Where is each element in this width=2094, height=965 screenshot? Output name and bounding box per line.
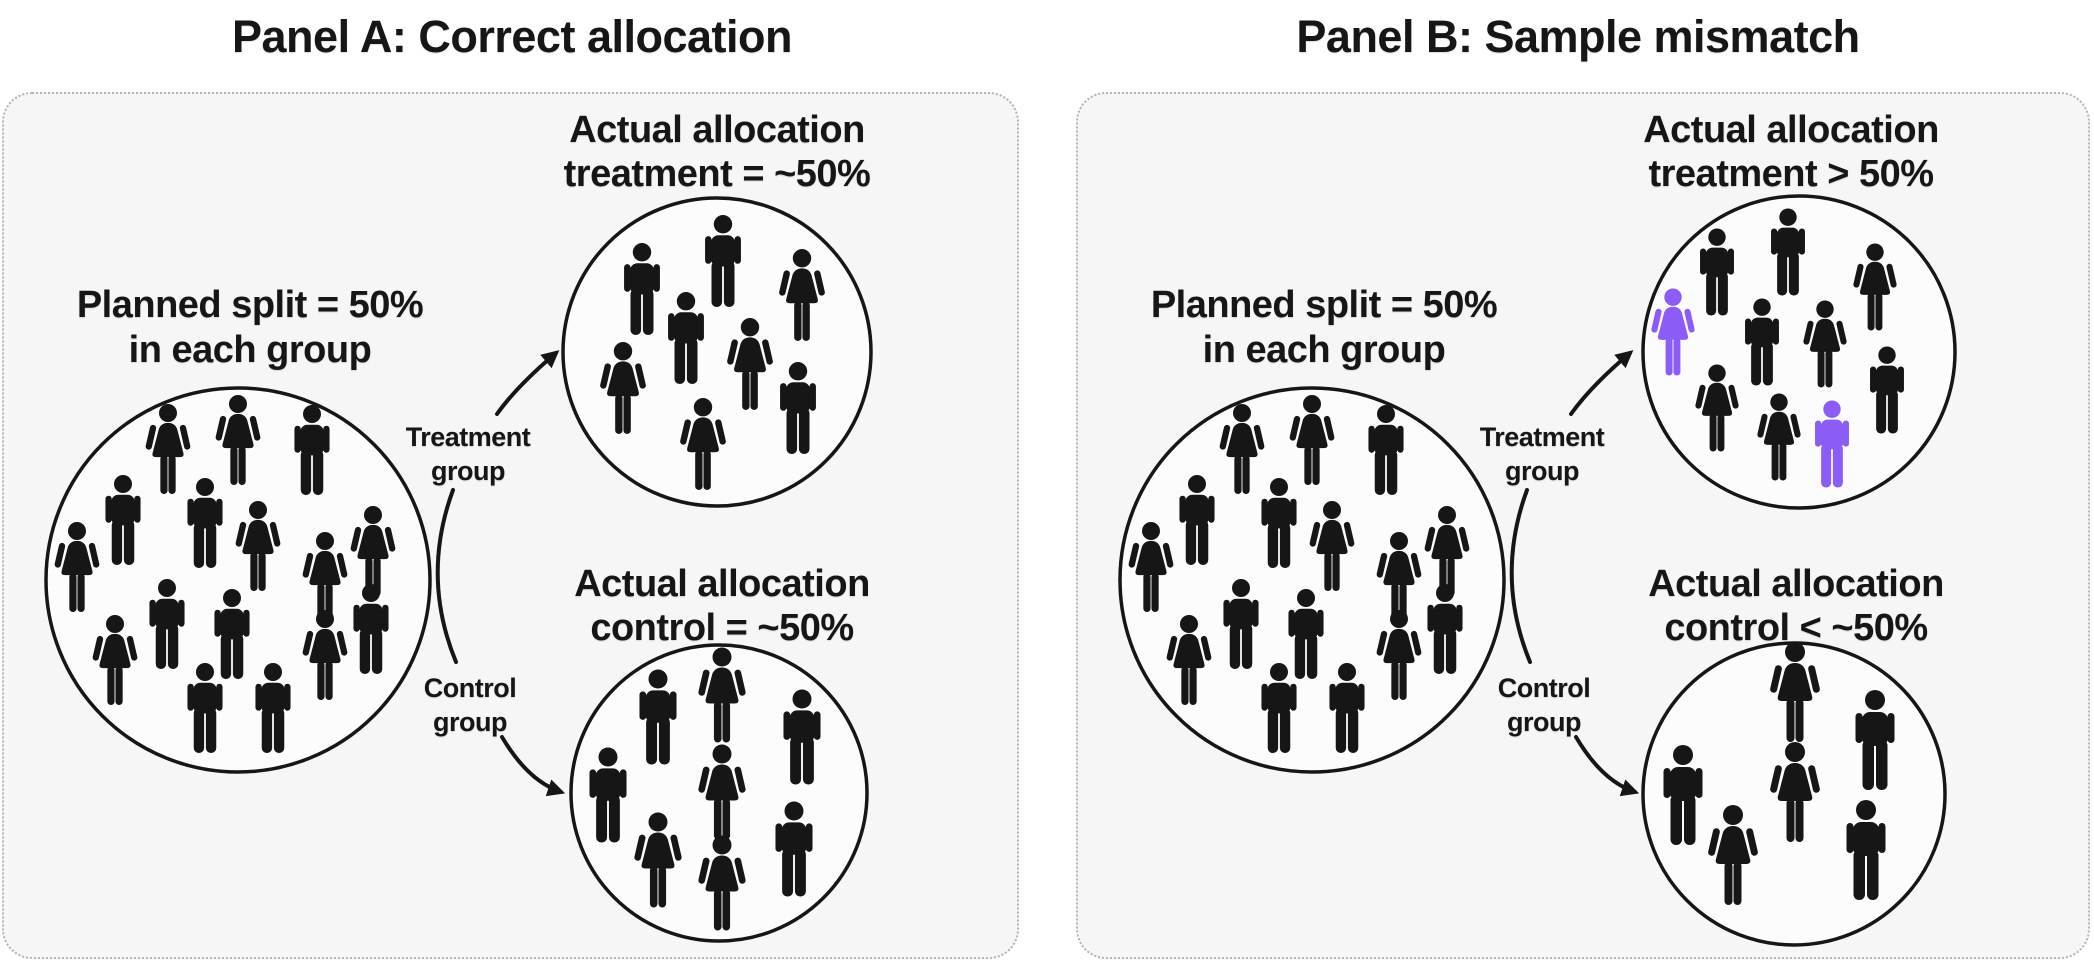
planned-split-line1: Planned split = 50%	[1150, 284, 1498, 326]
treatment-heading-line2: treatment = ~50%	[563, 153, 871, 196]
planned-split-line2: in each group	[128, 328, 372, 371]
panel-a-planned-split-label: Planned split = 50% in each group	[76, 283, 424, 373]
panel-a-title: Panel A: Correct allocation	[232, 11, 792, 62]
planned-split-line2: in each group	[1202, 328, 1446, 371]
treatment-group-line2: group	[431, 456, 505, 487]
panel-a-container	[2, 92, 1019, 959]
treatment-heading-line1: Actual allocation	[1643, 109, 1939, 151]
treatment-group-line1: Treatment	[405, 422, 531, 452]
panel-b-container	[1076, 92, 2090, 959]
planned-split-line1: Planned split = 50%	[76, 284, 424, 326]
control-group-line1: Control	[423, 673, 517, 703]
panel-b-treatment-group-label: Treatment group	[1480, 420, 1605, 488]
treatment-heading-line2: treatment > 50%	[1648, 153, 1934, 196]
control-group-line2: group	[433, 707, 507, 738]
panel-a-treatment-group-label: Treatment group	[406, 420, 531, 488]
panel-a-treatment-heading: Actual allocation treatment = ~50%	[564, 108, 871, 196]
panel-b-treatment-heading: Actual allocation treatment > 50%	[1643, 108, 1939, 196]
panel-a-control-group-label: Control group	[423, 671, 517, 739]
control-heading-line2: control < ~50%	[1664, 607, 1928, 650]
control-group-line1: Control	[1497, 673, 1591, 703]
panel-a-control-heading: Actual allocation control = ~50%	[574, 562, 870, 650]
treatment-heading-line1: Actual allocation	[569, 109, 865, 151]
panel-b-control-group-label: Control group	[1497, 671, 1591, 739]
control-heading-line1: Actual allocation	[1648, 563, 1944, 605]
control-group-line2: group	[1507, 707, 1581, 738]
control-heading-line2: control = ~50%	[590, 607, 854, 650]
control-heading-line1: Actual allocation	[574, 563, 870, 605]
panel-b-title: Panel B: Sample mismatch	[1296, 11, 1860, 62]
treatment-group-line2: group	[1505, 456, 1579, 487]
panel-b-control-heading: Actual allocation control < ~50%	[1648, 562, 1944, 650]
treatment-group-line1: Treatment	[1479, 422, 1605, 452]
panel-b-planned-split-label: Planned split = 50% in each group	[1150, 283, 1498, 373]
